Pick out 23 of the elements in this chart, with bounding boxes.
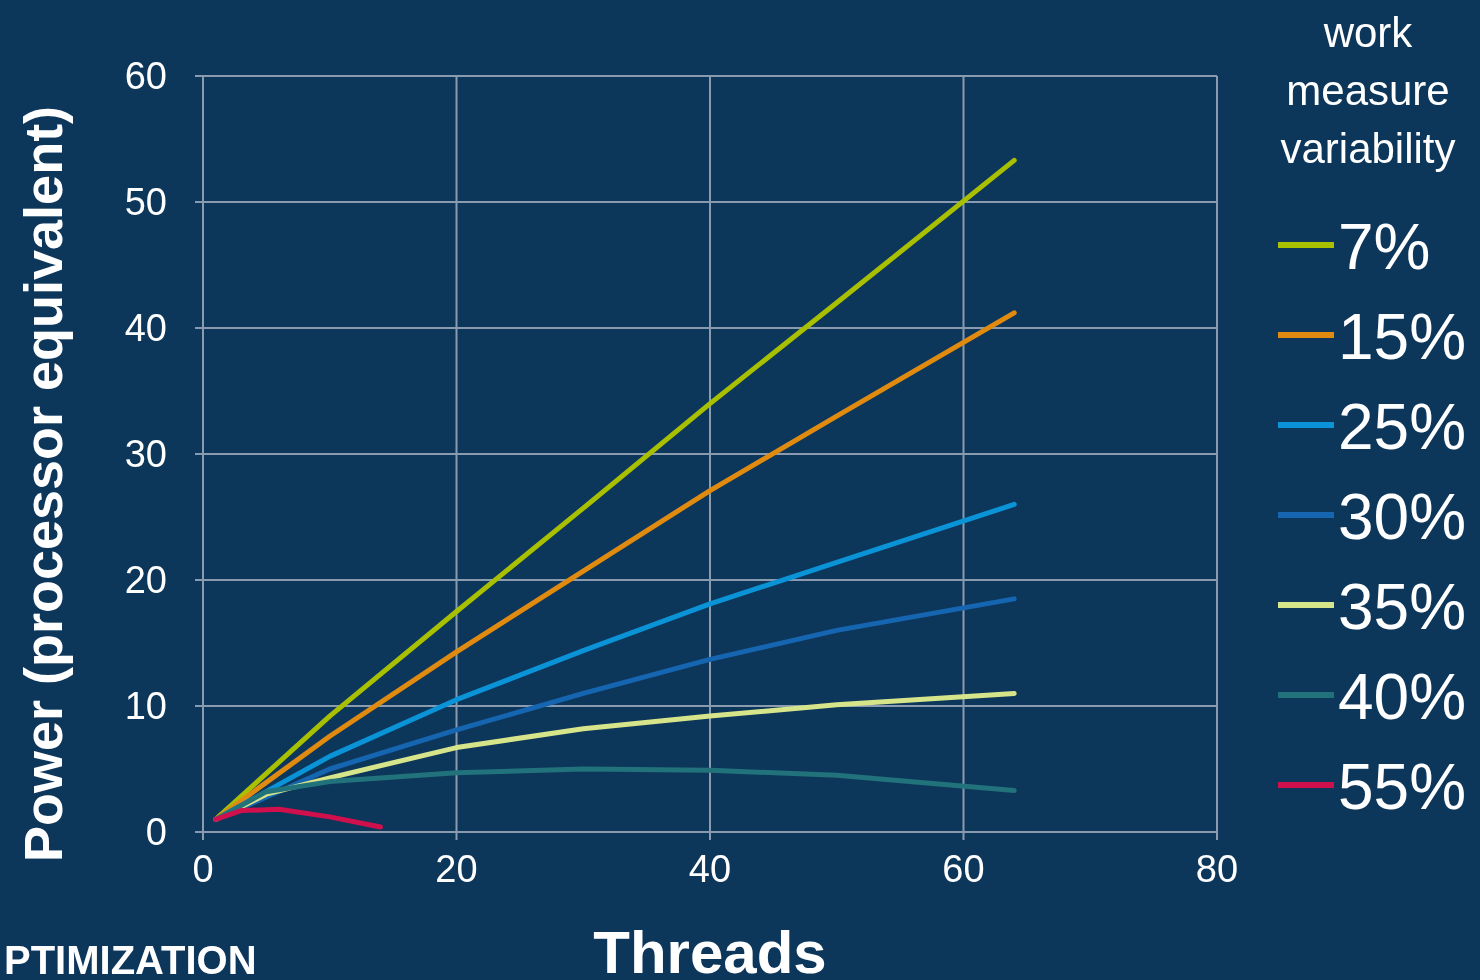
x-tick-label: 0 (192, 848, 214, 890)
legend-label: 25% (1338, 391, 1467, 463)
legend-label: 15% (1338, 301, 1467, 373)
y-tick-label: 30 (124, 433, 167, 475)
y-tick-label: 50 (124, 181, 167, 223)
legend-label: 40% (1338, 661, 1467, 733)
x-tick-label: 20 (435, 848, 478, 890)
y-tick-label: 20 (124, 559, 167, 601)
text: PTIMIZATION (4, 938, 257, 980)
y-tick-label: 0 (145, 811, 167, 853)
x-axis-title: Threads (593, 919, 827, 980)
x-tick-label: 40 (688, 848, 732, 890)
legend-label: 30% (1338, 481, 1467, 553)
y-tick-label: 60 (124, 55, 167, 97)
x-tick-label: 80 (1195, 848, 1239, 890)
legend-label: 35% (1338, 571, 1467, 643)
legend-label: 55% (1338, 751, 1467, 823)
y-tick-label: 40 (124, 307, 167, 349)
x-tick-label: 60 (942, 848, 985, 890)
legend-title: work measure variability (1280, 9, 1456, 172)
legend-label: 7% (1338, 211, 1431, 283)
y-tick-label: 10 (124, 685, 167, 727)
y-axis-title: Power (processor equivalent) (13, 105, 73, 863)
